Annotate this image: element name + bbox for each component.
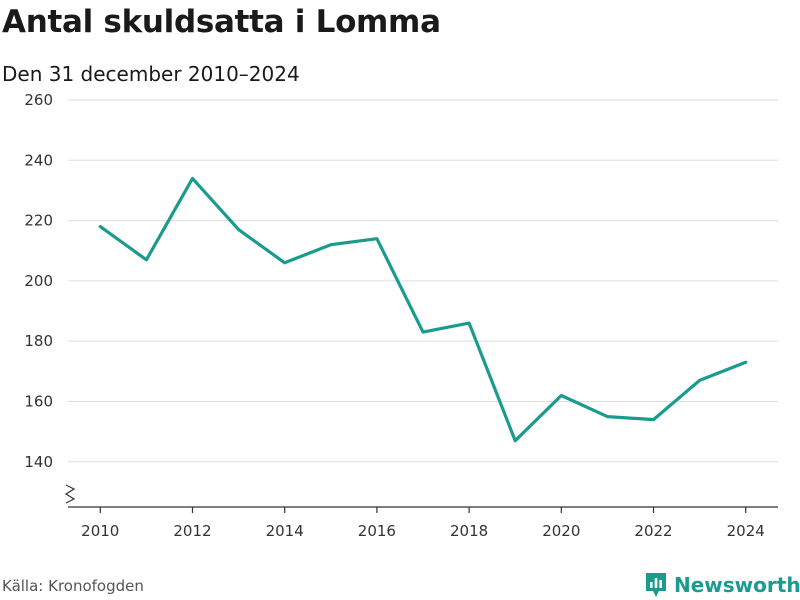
y-tick-label: 140 — [24, 453, 53, 471]
x-tick-label: 2024 — [727, 522, 765, 540]
y-tick-label: 180 — [24, 332, 53, 350]
y-axis-ticks: 140 160 180 200 220 240 260 — [24, 91, 53, 471]
x-tick-label: 2020 — [542, 522, 580, 540]
x-tick-label: 2012 — [173, 522, 211, 540]
x-tick-label: 2014 — [266, 522, 304, 540]
brand-logo: Newsworthy — [644, 570, 800, 600]
bar-chart-logo-icon — [646, 573, 666, 597]
chart-title: Antal skuldsatta i Lomma — [2, 4, 441, 40]
x-tick-label: 2018 — [450, 522, 488, 540]
series-lines — [98, 176, 748, 443]
axis-break-zigzag — [64, 484, 76, 504]
y-tick-label: 240 — [24, 151, 53, 169]
x-tick-label: 2016 — [358, 522, 396, 540]
x-axis-ticks: 2010 2012 2014 2016 2018 2020 2022 2024 — [81, 507, 765, 540]
source-note: Källa: Kronofogden — [2, 577, 144, 595]
y-axis-break-icon — [64, 484, 76, 504]
x-tick-label: 2010 — [81, 522, 119, 540]
x-tick-label: 2022 — [634, 522, 672, 540]
brand-name: Newsworthy — [674, 573, 800, 597]
chart-subtitle: Den 31 december 2010–2024 — [2, 62, 300, 86]
gridlines — [68, 99, 778, 463]
series-line-0 — [98, 176, 748, 443]
y-tick-label: 200 — [24, 272, 53, 290]
y-tick-label: 220 — [24, 212, 53, 230]
y-tick-label: 160 — [24, 392, 53, 410]
y-tick-label: 260 — [24, 91, 53, 109]
